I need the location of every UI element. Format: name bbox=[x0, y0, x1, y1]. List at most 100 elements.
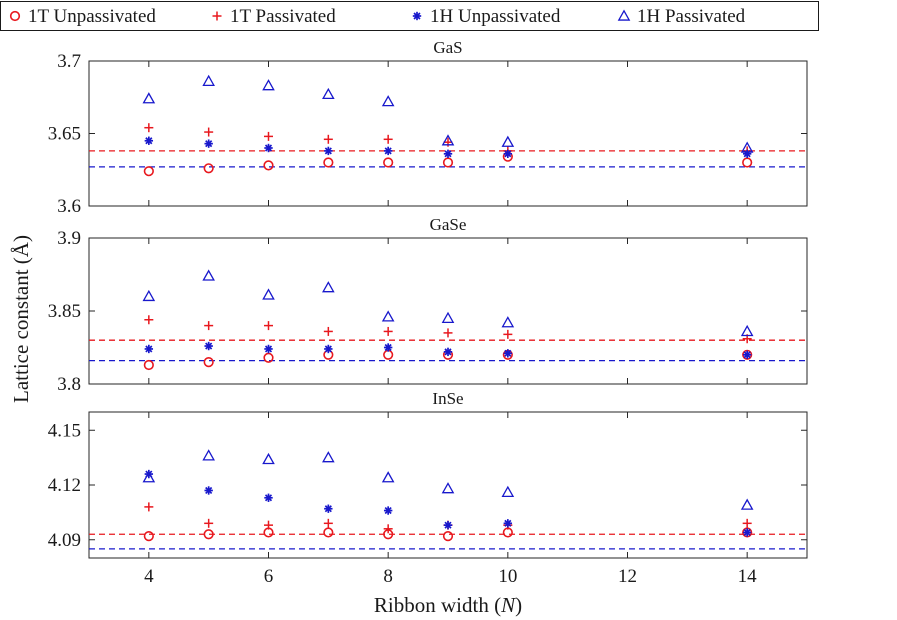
data-point bbox=[381, 471, 395, 483]
data-point bbox=[262, 288, 275, 300]
data-point bbox=[443, 149, 453, 158]
y-tick-label: 4.15 bbox=[48, 420, 81, 441]
legend-marker-plus bbox=[212, 11, 222, 21]
data-point bbox=[204, 139, 213, 148]
data-point bbox=[264, 344, 273, 354]
data-point bbox=[264, 493, 273, 502]
series-1h-passivated bbox=[142, 269, 754, 337]
data-point bbox=[143, 359, 154, 371]
axes-frame bbox=[88, 411, 808, 559]
y-axis-label: Lattice constant (Å) bbox=[9, 235, 33, 403]
data-point bbox=[501, 316, 515, 328]
x-axis-label-variable: N bbox=[500, 593, 516, 617]
legend-marker-circle bbox=[9, 10, 21, 22]
data-point bbox=[143, 166, 154, 177]
x-tick-label: 10 bbox=[498, 566, 517, 587]
data-point bbox=[323, 527, 334, 538]
y-tick-label: 3.9 bbox=[57, 228, 81, 249]
data-point bbox=[323, 326, 333, 336]
data-point bbox=[383, 146, 393, 156]
data-point bbox=[383, 524, 393, 534]
panel-inse: InSe 4.09 4.12 4.15 4 6 8 10 12 14 bbox=[48, 389, 808, 587]
series-1t-unpassivated bbox=[143, 349, 753, 371]
series-1h-passivated bbox=[142, 449, 754, 510]
series-1h-passivated bbox=[142, 74, 754, 153]
data-point bbox=[264, 520, 273, 530]
data-point bbox=[503, 149, 513, 158]
x-axis-label-close: ) bbox=[515, 593, 522, 617]
data-point bbox=[383, 506, 393, 515]
legend: 1T Unpassivated 1T Passivated 1H Unpassiva… bbox=[0, 1, 819, 31]
data-point bbox=[740, 498, 754, 510]
data-point bbox=[323, 134, 333, 144]
data-point bbox=[443, 328, 453, 338]
data-point bbox=[503, 329, 513, 339]
legend-label: 1T Unpassivated bbox=[28, 6, 156, 27]
data-point bbox=[443, 347, 453, 357]
data-point bbox=[381, 310, 395, 322]
series-1h-unpassivated bbox=[144, 136, 752, 158]
data-point bbox=[442, 530, 454, 542]
data-point bbox=[323, 518, 333, 528]
data-point bbox=[742, 349, 753, 360]
data-point bbox=[144, 344, 154, 354]
data-point bbox=[383, 343, 393, 352]
legend-label: 1H Unpassivated bbox=[430, 6, 561, 27]
series-1h-unpassivated bbox=[144, 469, 752, 537]
data-point bbox=[204, 321, 214, 331]
data-point bbox=[322, 451, 335, 463]
chart-panels: GaS 3.6 3.65 3.7 GaSe 3.8 3.85 3.9 InSe 4.09 4.12 4… bbox=[48, 38, 808, 587]
data-point bbox=[501, 485, 515, 498]
y-tick-label: 3.65 bbox=[48, 124, 81, 145]
series-1t-passivated bbox=[144, 315, 752, 344]
data-point bbox=[204, 518, 214, 528]
legend-label: 1T Passivated bbox=[230, 6, 336, 27]
data-point bbox=[441, 134, 455, 146]
data-point bbox=[323, 157, 334, 168]
data-point bbox=[142, 471, 156, 483]
data-point bbox=[503, 349, 513, 358]
data-point bbox=[324, 146, 333, 156]
data-point bbox=[383, 157, 394, 168]
x-tick-label: 8 bbox=[383, 566, 393, 587]
data-point bbox=[441, 311, 455, 324]
data-point bbox=[263, 352, 274, 363]
data-point bbox=[264, 143, 273, 153]
data-point bbox=[203, 357, 214, 368]
panel-gase: GaSe 3.8 3.85 3.9 bbox=[48, 215, 808, 395]
x-tick-label: 6 bbox=[264, 566, 274, 587]
y-tick-label: 3.85 bbox=[48, 301, 81, 322]
data-point bbox=[441, 482, 455, 494]
panel-title: GaSe bbox=[430, 215, 467, 234]
x-axis-label-text: Ribbon width ( bbox=[374, 593, 501, 617]
data-point bbox=[204, 341, 213, 351]
data-point bbox=[383, 349, 394, 360]
data-point bbox=[142, 92, 156, 104]
data-point bbox=[442, 157, 454, 168]
data-point bbox=[263, 160, 274, 171]
data-point bbox=[742, 157, 753, 168]
data-point bbox=[203, 529, 214, 540]
data-point bbox=[381, 95, 395, 107]
x-tick-label: 14 bbox=[738, 566, 758, 587]
x-tick-label: 12 bbox=[618, 566, 637, 587]
data-point bbox=[264, 321, 273, 331]
data-point bbox=[144, 502, 154, 512]
data-point bbox=[262, 79, 275, 91]
y-tick-label: 3.8 bbox=[57, 374, 81, 395]
data-point bbox=[742, 350, 752, 359]
x-tick-label: 4 bbox=[144, 566, 154, 587]
legend-marker-asterisk bbox=[412, 11, 422, 21]
panel-title: InSe bbox=[432, 389, 463, 408]
data-point bbox=[203, 163, 214, 174]
y-tick-label: 4.12 bbox=[48, 475, 81, 496]
data-point bbox=[144, 315, 154, 325]
axes-frame bbox=[88, 237, 808, 385]
panel-gas: GaS 3.6 3.65 3.7 bbox=[48, 38, 808, 217]
legend-box bbox=[0, 1, 819, 31]
y-tick-label: 3.6 bbox=[57, 196, 81, 217]
data-point bbox=[202, 74, 215, 87]
data-point bbox=[742, 527, 753, 538]
x-axis-label: Ribbon width (N) bbox=[374, 593, 522, 617]
y-tick-label: 3.7 bbox=[57, 51, 81, 72]
